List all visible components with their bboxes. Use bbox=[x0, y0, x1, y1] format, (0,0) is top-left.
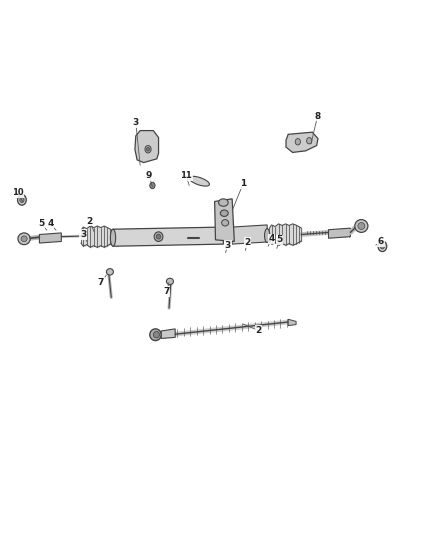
Ellipse shape bbox=[146, 147, 149, 151]
Ellipse shape bbox=[380, 244, 385, 249]
Text: 3: 3 bbox=[133, 118, 139, 127]
Polygon shape bbox=[135, 131, 159, 163]
Text: 9: 9 bbox=[146, 172, 152, 180]
Ellipse shape bbox=[156, 235, 161, 239]
Ellipse shape bbox=[166, 278, 173, 285]
Ellipse shape bbox=[295, 139, 300, 145]
Text: 11: 11 bbox=[180, 172, 192, 180]
Ellipse shape bbox=[358, 223, 365, 229]
Ellipse shape bbox=[307, 138, 312, 144]
Text: 4: 4 bbox=[268, 235, 275, 243]
Ellipse shape bbox=[145, 146, 151, 153]
Ellipse shape bbox=[110, 229, 116, 246]
Polygon shape bbox=[328, 228, 350, 238]
Polygon shape bbox=[286, 132, 318, 152]
Text: 7: 7 bbox=[98, 278, 104, 287]
Text: 5: 5 bbox=[276, 236, 283, 244]
Ellipse shape bbox=[154, 232, 163, 241]
Text: 3: 3 bbox=[225, 241, 231, 249]
Text: 10: 10 bbox=[12, 189, 23, 197]
Text: 2: 2 bbox=[244, 238, 251, 247]
Polygon shape bbox=[232, 225, 267, 244]
Text: 5: 5 bbox=[39, 220, 45, 228]
Text: 8: 8 bbox=[314, 112, 321, 120]
Ellipse shape bbox=[222, 220, 229, 226]
Text: 7: 7 bbox=[163, 287, 170, 296]
Polygon shape bbox=[161, 329, 175, 338]
Polygon shape bbox=[288, 319, 296, 326]
Ellipse shape bbox=[106, 269, 113, 275]
Polygon shape bbox=[113, 227, 223, 246]
Ellipse shape bbox=[378, 241, 387, 252]
Text: 1: 1 bbox=[240, 180, 246, 188]
Ellipse shape bbox=[189, 176, 209, 186]
Ellipse shape bbox=[219, 199, 228, 206]
Text: 6: 6 bbox=[378, 237, 384, 246]
Ellipse shape bbox=[150, 329, 161, 341]
Ellipse shape bbox=[220, 210, 228, 216]
Ellipse shape bbox=[265, 229, 270, 243]
Ellipse shape bbox=[355, 220, 368, 232]
Ellipse shape bbox=[21, 236, 27, 242]
Ellipse shape bbox=[18, 233, 30, 245]
Ellipse shape bbox=[150, 182, 155, 189]
Ellipse shape bbox=[20, 197, 24, 203]
Text: 4: 4 bbox=[47, 220, 53, 228]
Text: 2: 2 bbox=[255, 326, 261, 335]
Polygon shape bbox=[215, 199, 234, 241]
Ellipse shape bbox=[18, 195, 26, 205]
Text: 2: 2 bbox=[87, 217, 93, 225]
Text: 3: 3 bbox=[80, 230, 86, 239]
Polygon shape bbox=[39, 233, 61, 243]
Ellipse shape bbox=[153, 332, 159, 338]
